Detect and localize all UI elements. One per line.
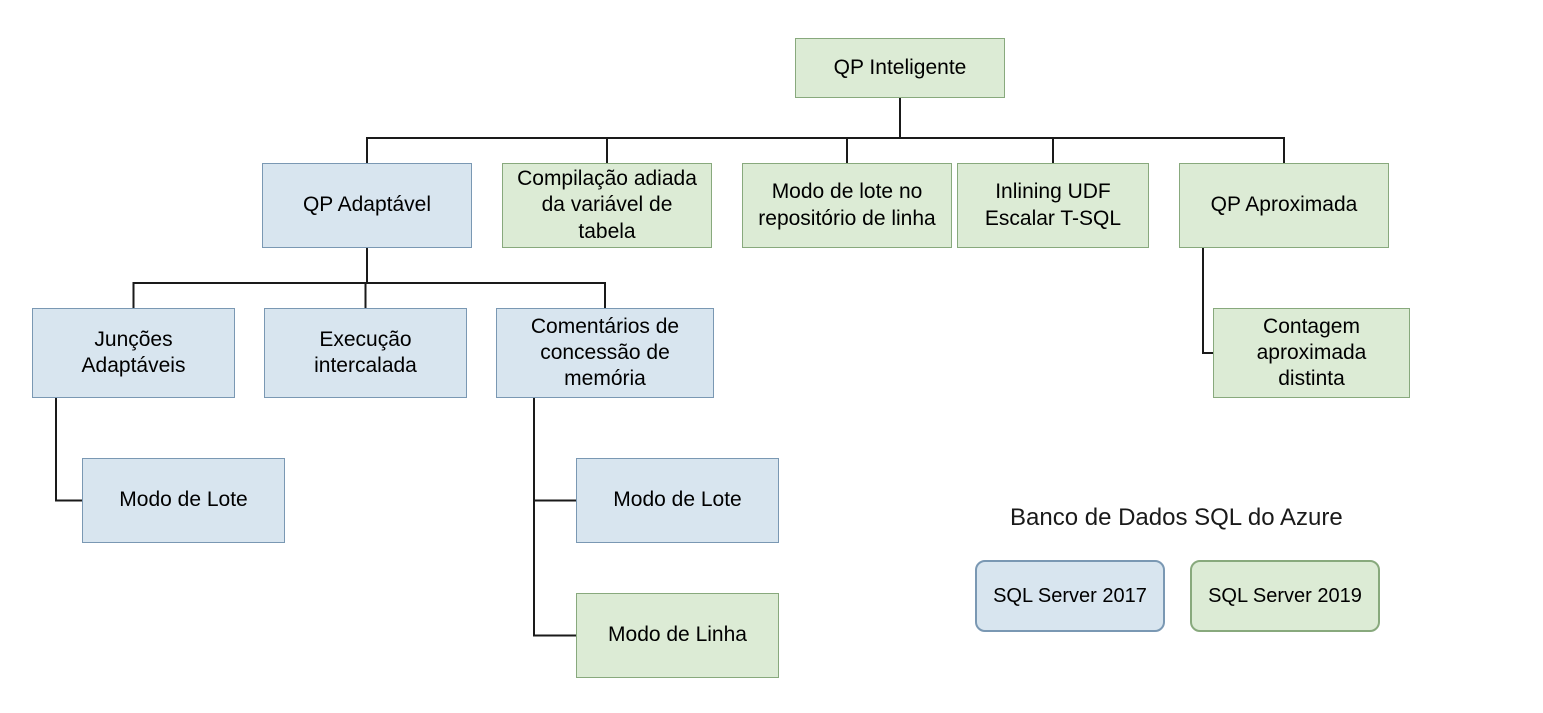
node-label: Modo de Lote	[119, 487, 247, 513]
node-deferred-compile: Compilação adiada da variável de tabela	[502, 163, 712, 248]
node-label: Modo de lote no repositório de linha	[751, 179, 943, 232]
node-mgf-batch: Modo de Lote	[576, 458, 779, 543]
legend-item-2019: SQL Server 2019	[1190, 560, 1380, 632]
legend-label: SQL Server 2019	[1208, 585, 1362, 608]
diagram-canvas: QP Inteligente QP Adaptável Compilação a…	[0, 0, 1543, 713]
node-label: Comentários de concessão de memória	[505, 314, 705, 393]
node-label: QP Inteligente	[834, 55, 967, 81]
node-label: Modo de Lote	[613, 487, 741, 513]
node-batch-rowstore: Modo de lote no repositório de linha	[742, 163, 952, 248]
node-label: QP Adaptável	[303, 192, 431, 218]
legend-item-2017: SQL Server 2017	[975, 560, 1165, 632]
node-root: QP Inteligente	[795, 38, 1005, 98]
node-approx-qp: QP Aproximada	[1179, 163, 1389, 248]
node-mem-grant-feedback: Comentários de concessão de memória	[496, 308, 714, 398]
node-mgf-row: Modo de Linha	[576, 593, 779, 678]
node-label: Execução intercalada	[273, 327, 458, 380]
node-adaptive: QP Adaptável	[262, 163, 472, 248]
legend-label: SQL Server 2017	[993, 585, 1147, 608]
node-label: Modo de Linha	[608, 622, 747, 648]
node-label: Inlining UDF Escalar T-SQL	[966, 179, 1140, 232]
node-aj-batch: Modo de Lote	[82, 458, 285, 543]
node-approx-count-distinct: Contagem aproximada distinta	[1213, 308, 1410, 398]
node-interleaved-exec: Execução intercalada	[264, 308, 467, 398]
node-udf-inlining: Inlining UDF Escalar T-SQL	[957, 163, 1149, 248]
node-label: Contagem aproximada distinta	[1222, 314, 1401, 393]
legend-title: Banco de Dados SQL do Azure	[1010, 504, 1343, 532]
node-label: Junções Adaptáveis	[41, 327, 226, 380]
node-label: Compilação adiada da variável de tabela	[511, 166, 703, 245]
node-label: QP Aproximada	[1211, 192, 1358, 218]
node-adaptive-joins: Junções Adaptáveis	[32, 308, 235, 398]
